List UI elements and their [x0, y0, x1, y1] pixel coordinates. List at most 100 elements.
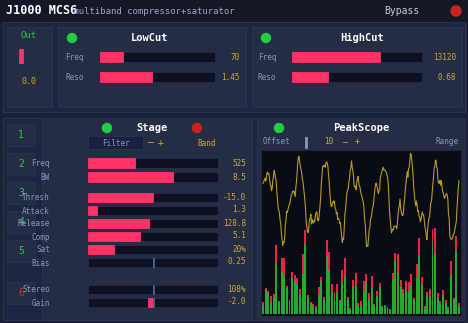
- Bar: [437, 294, 439, 314]
- Bar: [88, 245, 218, 254]
- Bar: [402, 289, 404, 294]
- Bar: [379, 283, 380, 287]
- Bar: [418, 238, 420, 255]
- Text: Bypass: Bypass: [384, 6, 419, 16]
- Text: ─: ─: [343, 138, 348, 147]
- Bar: [379, 283, 380, 314]
- Text: Bias: Bias: [31, 258, 50, 267]
- Bar: [360, 301, 362, 305]
- Text: Freq: Freq: [258, 53, 277, 61]
- Text: multiband compressor+saturator: multiband compressor+saturator: [68, 6, 234, 16]
- Bar: [7, 240, 35, 262]
- Bar: [315, 306, 317, 314]
- Bar: [458, 303, 460, 306]
- Bar: [7, 211, 35, 233]
- Bar: [267, 291, 269, 314]
- Bar: [410, 274, 412, 314]
- Bar: [389, 309, 391, 310]
- Bar: [278, 301, 280, 314]
- Bar: [326, 240, 328, 256]
- Bar: [344, 258, 346, 276]
- Bar: [283, 258, 285, 276]
- Bar: [458, 303, 460, 314]
- Bar: [88, 206, 97, 215]
- Bar: [88, 258, 218, 267]
- Text: 1: 1: [18, 130, 24, 140]
- Bar: [265, 288, 267, 290]
- Bar: [431, 229, 433, 241]
- Bar: [455, 236, 457, 251]
- Bar: [7, 27, 52, 107]
- Text: Reso: Reso: [65, 72, 83, 81]
- Bar: [257, 118, 465, 320]
- Text: -15.0: -15.0: [223, 193, 246, 202]
- Bar: [3, 118, 465, 320]
- Bar: [286, 286, 288, 314]
- Bar: [88, 232, 140, 241]
- Bar: [426, 292, 428, 314]
- Bar: [88, 245, 114, 254]
- Bar: [431, 229, 433, 314]
- Bar: [315, 306, 317, 308]
- Bar: [100, 72, 215, 82]
- Bar: [88, 219, 149, 228]
- Bar: [88, 172, 218, 182]
- Bar: [328, 252, 330, 314]
- Bar: [275, 245, 277, 263]
- Bar: [453, 298, 455, 300]
- Bar: [88, 158, 218, 168]
- Bar: [400, 280, 402, 287]
- Bar: [153, 298, 154, 307]
- Text: Sat: Sat: [36, 245, 50, 255]
- Bar: [371, 276, 373, 314]
- Bar: [305, 137, 307, 148]
- Bar: [100, 52, 215, 62]
- Bar: [100, 72, 152, 82]
- Bar: [307, 295, 309, 314]
- Text: Thresh: Thresh: [22, 193, 50, 203]
- Bar: [88, 206, 218, 215]
- Circle shape: [451, 6, 461, 16]
- Bar: [387, 307, 388, 314]
- Bar: [307, 295, 309, 297]
- Bar: [342, 270, 344, 314]
- Text: Band: Band: [198, 139, 216, 148]
- Text: LowCut: LowCut: [131, 33, 169, 43]
- Text: HighCut: HighCut: [340, 33, 384, 43]
- Bar: [358, 303, 359, 306]
- Bar: [368, 293, 370, 299]
- Bar: [292, 72, 329, 82]
- Bar: [273, 294, 275, 314]
- Bar: [19, 49, 23, 63]
- Bar: [455, 236, 457, 314]
- Bar: [405, 281, 407, 290]
- Bar: [273, 294, 275, 298]
- Text: Reso: Reso: [258, 72, 277, 81]
- Bar: [366, 274, 367, 314]
- Bar: [445, 300, 447, 303]
- Bar: [410, 274, 412, 285]
- Bar: [395, 253, 396, 260]
- Text: Range: Range: [436, 138, 459, 147]
- Bar: [283, 258, 285, 314]
- Bar: [288, 300, 291, 301]
- Text: Stereo: Stereo: [22, 286, 50, 295]
- Bar: [418, 238, 420, 314]
- Text: +: +: [158, 138, 164, 148]
- Bar: [153, 285, 154, 294]
- Text: 0.68: 0.68: [438, 72, 456, 81]
- Bar: [360, 301, 362, 314]
- Circle shape: [67, 34, 76, 43]
- Bar: [291, 272, 293, 314]
- Bar: [7, 182, 35, 204]
- Bar: [355, 273, 357, 286]
- Bar: [3, 22, 465, 112]
- Text: 10: 10: [324, 138, 334, 147]
- Bar: [350, 308, 351, 310]
- Bar: [294, 275, 296, 281]
- Bar: [408, 282, 410, 314]
- Bar: [296, 278, 299, 284]
- Bar: [424, 306, 425, 314]
- Bar: [288, 300, 291, 314]
- Bar: [270, 296, 272, 314]
